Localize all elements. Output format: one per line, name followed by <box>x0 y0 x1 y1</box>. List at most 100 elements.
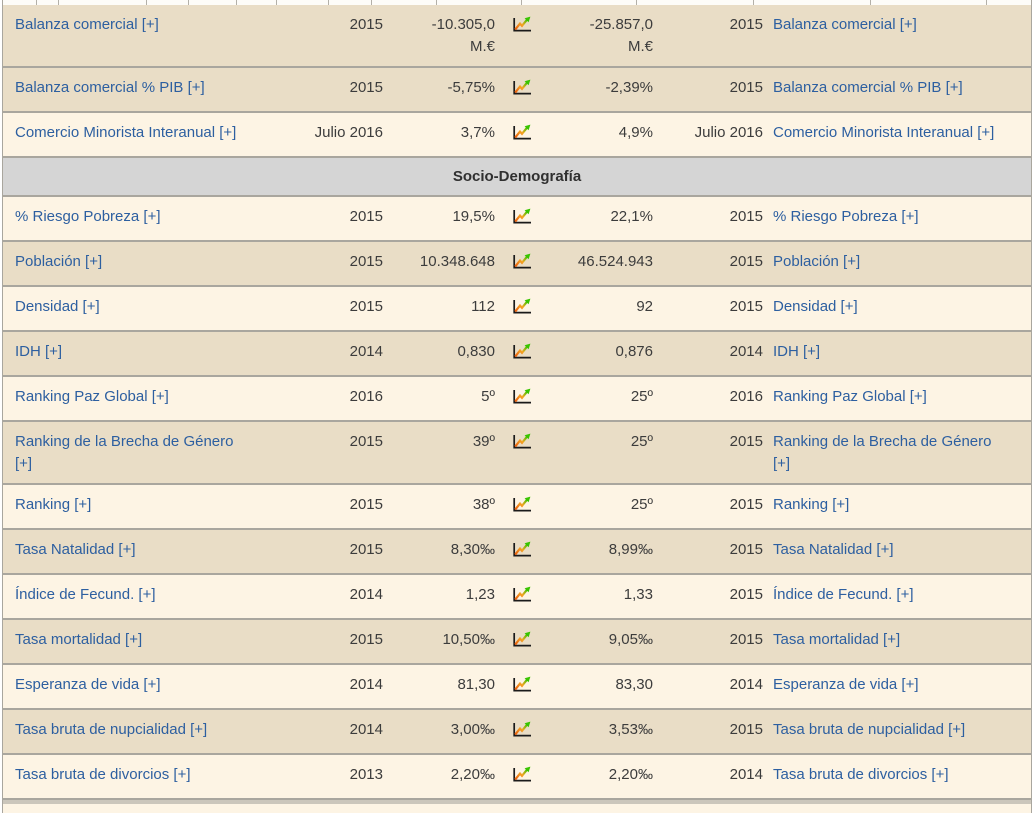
indicator-link-right[interactable]: Tasa Natalidad [+] <box>773 541 894 558</box>
chart-icon[interactable] <box>511 676 532 693</box>
indicator-link-right[interactable]: Balanza comercial % PIB [+] <box>773 79 963 96</box>
indicator-link-right[interactable]: Ranking de la Brecha de Género [+] <box>773 433 992 472</box>
section-title: Socio-Demografía <box>452 168 582 185</box>
chart-icon[interactable] <box>511 388 532 405</box>
year-cell-left: Julio 2016 <box>314 124 383 141</box>
indicator-link-left[interactable]: Tasa bruta de nupcialidad [+] <box>15 721 208 738</box>
table-row: Tasa mortalidad [+] 2015 10,50‰ <box>3 620 1031 665</box>
indicator-cell-left: Índice de Fecund. [+] <box>3 584 263 606</box>
value-right: 46.524.943 <box>577 253 653 270</box>
indicator-cell-right: Comercio Minorista Interanual [+] <box>763 122 1031 144</box>
chart-icon[interactable] <box>511 586 532 603</box>
value-cell-right: -25.857,0 M.€ <box>547 14 653 58</box>
indicator-link-right[interactable]: IDH [+] <box>773 343 821 360</box>
value-cell-left: 38º <box>383 494 495 516</box>
indicator-link-left[interactable]: Tasa bruta de divorcios [+] <box>15 766 191 783</box>
table-row: Tasa Natalidad [+] 2015 8,30‰ <box>3 530 1031 575</box>
chart-icon-cell <box>495 77 547 103</box>
value-left: 112 <box>471 298 495 315</box>
table-row: Tasa bruta de nupcialidad [+] 2014 3,00‰ <box>3 710 1031 755</box>
chart-icon[interactable] <box>511 16 532 33</box>
indicator-link-left[interactable]: % Riesgo Pobreza [+] <box>15 208 161 225</box>
indicator-link-left[interactable]: Tasa Natalidad [+] <box>15 541 136 558</box>
indicator-link-left[interactable]: Tasa mortalidad [+] <box>15 631 143 648</box>
chart-icon[interactable] <box>511 298 532 315</box>
chart-icon-cell <box>495 296 547 322</box>
indicator-link-right[interactable]: Esperanza de vida [+] <box>773 676 919 693</box>
chart-icon[interactable] <box>511 631 532 648</box>
value-cell-right: 92 <box>547 296 653 318</box>
indicator-link-right[interactable]: Tasa bruta de nupcialidad [+] <box>773 721 966 738</box>
indicator-link-right[interactable]: Índice de Fecund. [+] <box>773 586 914 603</box>
indicator-cell-left: Población [+] <box>3 251 263 273</box>
indicator-link-right[interactable]: Población [+] <box>773 253 861 270</box>
indicator-link-right[interactable]: Comercio Minorista Interanual [+] <box>773 124 995 141</box>
indicator-link-right[interactable]: Tasa mortalidad [+] <box>773 631 901 648</box>
indicator-link-right[interactable]: Ranking [+] <box>773 496 850 513</box>
chart-icon[interactable] <box>511 253 532 270</box>
year-cell-right: 2015 <box>729 208 763 225</box>
indicator-cell-left: Ranking Paz Global [+] <box>3 386 263 408</box>
year-cell-left: 2015 <box>349 631 383 648</box>
indicator-cell-right: Tasa Natalidad [+] <box>763 539 1031 561</box>
value-cell-right: 25º <box>547 386 653 408</box>
indicator-link-left[interactable]: Ranking [+] <box>15 496 92 513</box>
indicator-link-right[interactable]: Tasa bruta de divorcios [+] <box>773 766 949 783</box>
year-cell-right: Julio 2016 <box>694 124 763 141</box>
indicator-link-right[interactable]: Ranking Paz Global [+] <box>773 388 927 405</box>
value-right: 25º <box>630 496 653 513</box>
chart-icon[interactable] <box>511 541 532 558</box>
year-cell-left: 2015 <box>349 298 383 315</box>
chart-icon-cell <box>495 764 547 790</box>
value-cell-left: 112 <box>383 296 495 318</box>
indicator-link-left[interactable]: Índice de Fecund. [+] <box>15 586 156 603</box>
indicator-link-left[interactable]: Comercio Minorista Interanual [+] <box>15 124 237 141</box>
value-right: 4,9% <box>618 124 653 141</box>
value-cell-right: 22,1% <box>547 206 653 228</box>
indicator-link-right[interactable]: Balanza comercial [+] <box>773 16 917 33</box>
chart-icon[interactable] <box>511 79 532 96</box>
year-cell-right: 2015 <box>729 298 763 315</box>
indicator-link-left[interactable]: Balanza comercial [+] <box>15 16 159 33</box>
value-right: 83,30 <box>615 676 653 693</box>
value-cell-right: 9,05‰ <box>547 629 653 651</box>
indicator-cell-right: Ranking Paz Global [+] <box>763 386 1031 408</box>
indicator-link-left[interactable]: Esperanza de vida [+] <box>15 676 161 693</box>
indicator-cell-left: % Riesgo Pobreza [+] <box>3 206 263 228</box>
chart-icon-cell <box>495 341 547 367</box>
value-cell-left: 10.348.648 <box>383 251 495 273</box>
chart-icon[interactable] <box>511 433 532 450</box>
chart-icon[interactable] <box>511 124 532 141</box>
indicator-link-left[interactable]: IDH [+] <box>15 343 63 360</box>
value-cell-left: 19,5% <box>383 206 495 228</box>
indicator-link-right[interactable]: Densidad [+] <box>773 298 858 315</box>
chart-icon[interactable] <box>511 496 532 513</box>
value-right: 25º <box>630 433 653 450</box>
indicator-link-left[interactable]: Densidad [+] <box>15 298 100 315</box>
indicator-cell-right: Balanza comercial [+] <box>763 14 1031 36</box>
indicator-link-left[interactable]: Ranking Paz Global [+] <box>15 388 169 405</box>
chart-icon[interactable] <box>511 208 532 225</box>
chart-icon[interactable] <box>511 721 532 738</box>
indicator-link-right[interactable]: % Riesgo Pobreza [+] <box>773 208 919 225</box>
year-cell-left: 2015 <box>349 496 383 513</box>
value-left: -5,75% <box>447 79 495 96</box>
indicator-cell-right: Esperanza de vida [+] <box>763 674 1031 696</box>
value-cell-left: 1,23 <box>383 584 495 606</box>
value-cell-right: 25º <box>547 494 653 516</box>
value-left: 3,00‰ <box>450 721 495 738</box>
value-right: 3,53‰ <box>608 721 653 738</box>
value-cell-left: 0,830 <box>383 341 495 363</box>
indicator-link-left[interactable]: Balanza comercial % PIB [+] <box>15 79 205 96</box>
indicator-link-left[interactable]: Ranking de la Brecha de Género [+] <box>15 433 234 472</box>
year-cell-right: 2015 <box>729 496 763 513</box>
indicator-link-left[interactable]: Población [+] <box>15 253 103 270</box>
year-cell-left: 2015 <box>349 16 383 33</box>
table-row: Balanza comercial % PIB [+] 2015 -5,75% <box>3 68 1031 113</box>
year-cell-left: 2015 <box>349 79 383 96</box>
indicator-cell-right: Densidad [+] <box>763 296 1031 318</box>
chart-icon[interactable] <box>511 343 532 360</box>
year-cell-left: 2014 <box>349 676 383 693</box>
table-row: Población [+] 2015 10.348.648 <box>3 242 1031 287</box>
chart-icon[interactable] <box>511 766 532 783</box>
